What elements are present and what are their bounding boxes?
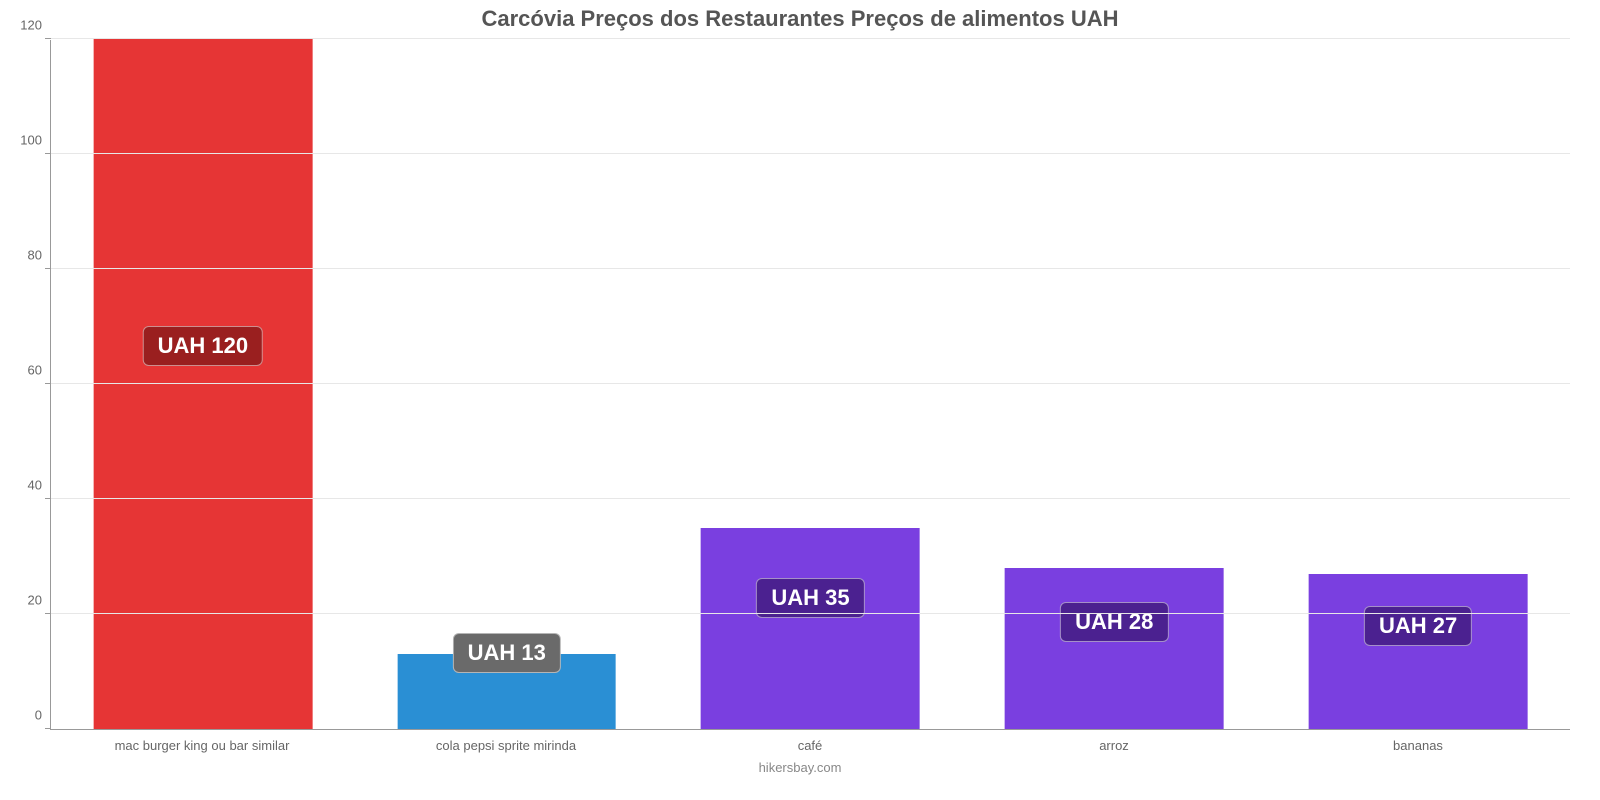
gridline (51, 153, 1570, 154)
bar (701, 528, 920, 729)
value-badge: UAH 35 (756, 578, 864, 618)
x-axis-label: cola pepsi sprite mirinda (354, 730, 658, 753)
bar-slot: UAH 28 (962, 40, 1266, 729)
gridline (51, 383, 1570, 384)
y-tick-mark (45, 613, 51, 614)
bar (1309, 574, 1528, 729)
y-tick-mark (45, 38, 51, 39)
y-tick-label: 0 (35, 708, 42, 723)
bar-slot: UAH 27 (1266, 40, 1570, 729)
y-tick-label: 40 (28, 478, 42, 493)
x-axis-label: arroz (962, 730, 1266, 753)
y-axis: 020406080100120 (0, 40, 50, 730)
y-tick-mark (45, 383, 51, 384)
gridline (51, 613, 1570, 614)
y-tick-mark (45, 498, 51, 499)
value-badge: UAH 13 (453, 633, 561, 673)
y-tick-mark (45, 728, 51, 729)
x-axis-label: mac burger king ou bar similar (50, 730, 354, 753)
bar (1005, 568, 1224, 729)
chart-title: Carcóvia Preços dos Restaurantes Preços … (0, 0, 1600, 38)
y-tick-mark (45, 268, 51, 269)
gridline (51, 498, 1570, 499)
bars-row: UAH 120 UAH 13 UAH 35 UAH 28 UAH 27 (51, 40, 1570, 729)
value-badge: UAH 27 (1364, 606, 1472, 646)
bar-slot: UAH 13 (355, 40, 659, 729)
x-axis-label: bananas (1266, 730, 1570, 753)
y-tick-label: 80 (28, 248, 42, 263)
bar-slot: UAH 35 (659, 40, 963, 729)
gridline (51, 268, 1570, 269)
x-axis-label: café (658, 730, 962, 753)
value-badge: UAH 120 (143, 326, 263, 366)
y-tick-mark (45, 153, 51, 154)
plot-area: UAH 120 UAH 13 UAH 35 UAH 28 UAH 27 (50, 40, 1570, 730)
source-label: hikersbay.com (0, 760, 1600, 775)
plot-wrapper: 020406080100120 UAH 120UAH 13UAH 35UAH 2… (0, 40, 1570, 730)
y-tick-label: 120 (20, 18, 42, 33)
x-axis-labels: mac burger king ou bar similarcola pepsi… (50, 730, 1570, 753)
price-bar-chart: Carcóvia Preços dos Restaurantes Preços … (0, 0, 1600, 800)
value-badge: UAH 28 (1060, 602, 1168, 642)
y-tick-label: 60 (28, 363, 42, 378)
y-tick-label: 100 (20, 133, 42, 148)
bar-slot: UAH 120 (51, 40, 355, 729)
bar (94, 39, 313, 729)
gridline (51, 38, 1570, 39)
y-tick-label: 20 (28, 593, 42, 608)
